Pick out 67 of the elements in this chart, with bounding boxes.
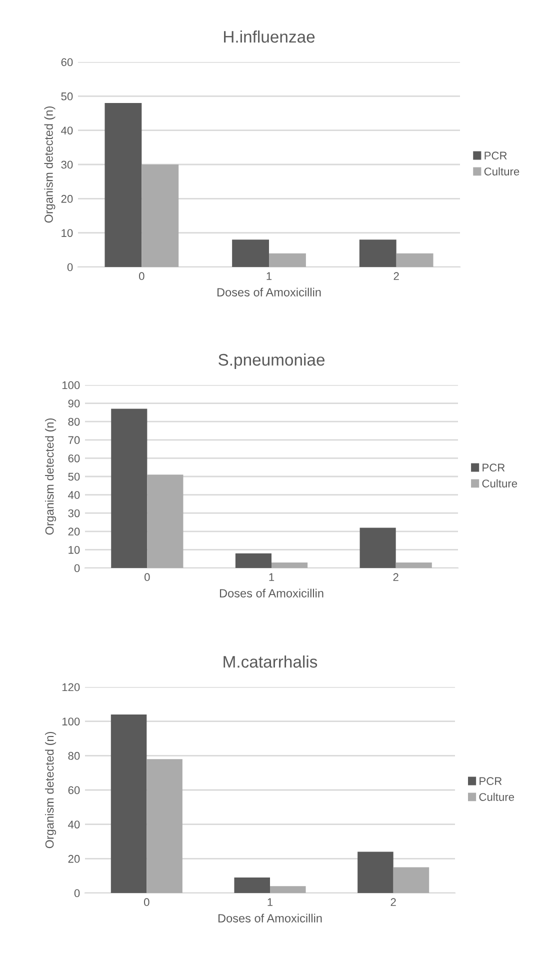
bar: [110, 714, 147, 893]
legend-label: Culture: [484, 167, 520, 176]
bar: [234, 878, 270, 893]
bar: [104, 103, 142, 267]
x-tick-label: 2: [393, 573, 398, 581]
x-tick-label: 1: [269, 573, 274, 581]
y-tick-label: 100: [62, 718, 80, 726]
chart-title: M.catarrhalis: [224, 655, 318, 668]
y-tick-label: 20: [61, 194, 73, 203]
bar: [270, 886, 306, 893]
y-tick-label: 20: [68, 528, 80, 536]
y-tick-label: 0: [67, 263, 73, 272]
bar: [146, 759, 182, 893]
y-tick-label: 50: [61, 92, 73, 100]
chart-title: H.influenzae: [224, 30, 315, 43]
x-axis-title: Doses of Amoxicillin: [220, 588, 324, 598]
legend-label: Culture: [482, 479, 518, 488]
bar: [272, 562, 308, 568]
y-axis-title: Organism detected (n): [45, 418, 56, 535]
x-tick-label: 2: [390, 898, 396, 906]
y-tick-label: 80: [68, 752, 80, 760]
y-axis-title: Organism detected (n): [45, 732, 56, 848]
y-tick-label: 120: [62, 683, 80, 692]
y-tick-label: 90: [68, 400, 80, 408]
bar: [269, 253, 306, 267]
y-tick-label: 30: [68, 509, 80, 518]
chart-title: S.pneumoniae: [218, 353, 325, 370]
y-tick-label: 50: [68, 472, 80, 481]
y-tick-label: 60: [61, 58, 73, 66]
x-tick-label: 0: [144, 898, 150, 906]
bar: [232, 240, 269, 267]
legend-label: PCR: [482, 464, 505, 472]
y-tick-label: 60: [68, 786, 80, 794]
y-tick-label: 10: [62, 229, 73, 237]
legend-label: PCR: [484, 152, 507, 160]
x-tick-label: 0: [139, 272, 144, 280]
bar: [358, 852, 394, 893]
bar: [393, 867, 430, 893]
y-tick-label: 40: [68, 491, 80, 499]
y-tick-label: 30: [61, 160, 73, 169]
y-tick-label: 40: [68, 820, 80, 828]
x-axis-title: Doses of Amoxicillin: [218, 914, 322, 922]
bar: [396, 253, 434, 267]
x-tick-label: 1: [268, 898, 273, 906]
x-axis-title: Doses of Amoxicillin: [217, 288, 321, 296]
y-tick-label: 80: [68, 418, 80, 426]
y-tick-label: 60: [68, 454, 80, 462]
y-tick-label: 100: [62, 381, 80, 390]
bar: [147, 474, 184, 568]
bar: [396, 562, 432, 568]
x-tick-label: 0: [144, 573, 150, 582]
y-tick-label: 70: [68, 436, 80, 444]
legend-label: PCR: [480, 777, 502, 786]
y-tick-label: 20: [68, 854, 80, 863]
bar: [142, 164, 179, 267]
y-axis-title: Organism detected (n): [44, 106, 56, 223]
x-tick-label: 2: [394, 272, 399, 280]
bar: [235, 553, 272, 568]
bar: [360, 528, 396, 568]
bar: [111, 408, 148, 568]
y-tick-label: 0: [74, 564, 80, 572]
y-tick-label: 10: [68, 546, 80, 554]
legend-label: Culture: [479, 792, 514, 801]
x-tick-label: 1: [266, 272, 272, 280]
y-tick-label: 0: [74, 889, 80, 898]
y-tick-label: 40: [61, 126, 73, 134]
bar: [359, 240, 396, 267]
